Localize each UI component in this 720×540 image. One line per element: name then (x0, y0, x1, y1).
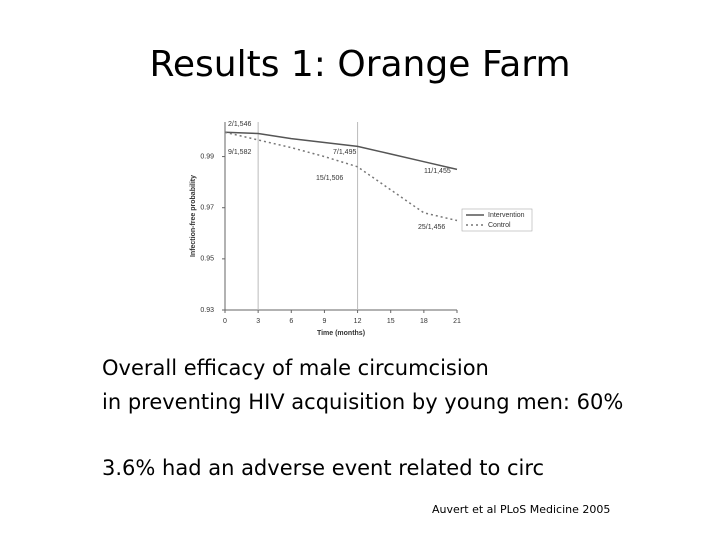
annotation: 2/1,546 (228, 121, 251, 128)
line-series (224, 131, 458, 222)
x-tick-label: 21 (453, 318, 461, 325)
annotation: 11/1,455 (424, 168, 451, 175)
annotation: 15/1,506 (316, 175, 343, 182)
x-tick-label: 6 (289, 318, 293, 325)
y-tick-label: 0.99 (200, 153, 214, 160)
slide-title: Results 1: Orange Farm (149, 44, 571, 85)
annotation: 25/1,456 (418, 224, 445, 231)
y-tick-label: 0.95 (200, 256, 214, 263)
x-tick-label: 0 (223, 318, 227, 325)
annotation: 7/1,495 (333, 149, 356, 156)
legend-label: Intervention (488, 212, 525, 219)
x-axis-label: Time (months) (317, 330, 365, 337)
body-text: Overall efficacy of male circumcision (102, 356, 489, 380)
body-text: 3.6% had an adverse event related to cir… (102, 456, 545, 480)
y-tick-label: 0.93 (200, 307, 214, 314)
x-tick-label: 15 (387, 318, 395, 325)
x-tick-label: 9 (322, 318, 326, 325)
line-series (224, 131, 458, 171)
y-tick-label: 0.97 (200, 205, 214, 212)
x-tick-label: 12 (354, 318, 362, 325)
x-tick-label: 3 (256, 318, 260, 325)
legend-label: Control (488, 222, 511, 229)
body-text: in preventing HIV acquisition by young m… (102, 390, 624, 414)
y-axis-label: Infection-free probability (190, 175, 197, 257)
x-tick-label: 18 (420, 318, 428, 325)
annotation: 9/1,582 (228, 149, 251, 156)
citation: Auvert et al PLoS Medicine 2005 (432, 503, 611, 516)
